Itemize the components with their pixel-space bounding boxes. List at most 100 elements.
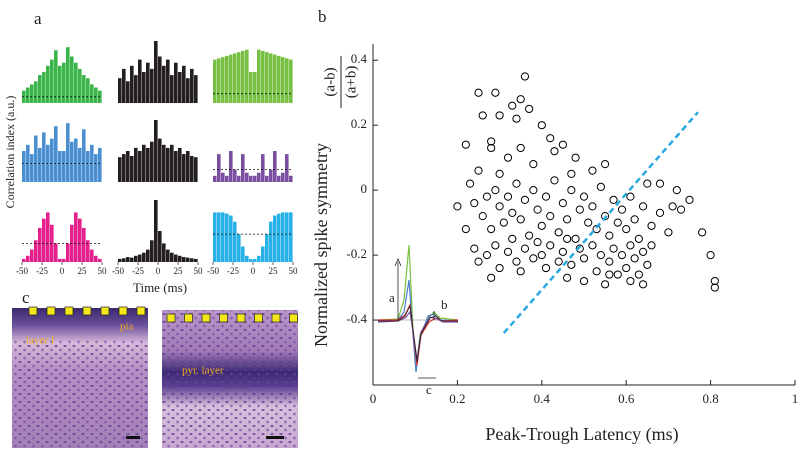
- data-point: [617, 250, 627, 260]
- histogram-bar: [94, 154, 98, 182]
- histogram-bar: [245, 255, 249, 262]
- data-point: [520, 195, 530, 204]
- data-point: [638, 247, 648, 256]
- histogram-bar: [70, 56, 74, 103]
- data-point: [630, 254, 639, 263]
- histogram-bar: [74, 62, 78, 103]
- data-point: [676, 205, 686, 214]
- histogram-bar: [62, 258, 66, 262]
- data-point: [512, 257, 521, 266]
- histogram-bar: [142, 144, 146, 182]
- histogram-bar: [166, 59, 170, 103]
- region-label: pia: [120, 321, 134, 333]
- histogram-bar: [257, 49, 261, 103]
- histogram-bar: [74, 212, 78, 262]
- data-point: [579, 192, 589, 201]
- histogram-bar: [94, 255, 98, 262]
- histogram-bar: [126, 257, 130, 262]
- histogram-bar: [126, 81, 130, 103]
- data-point: [491, 186, 500, 195]
- x-tick-label: -25: [132, 266, 144, 276]
- histogram-bar: [245, 49, 249, 103]
- image-texture: [162, 310, 298, 448]
- data-point: [563, 215, 572, 224]
- x-axis-label: Time (ms): [133, 280, 187, 295]
- histogram-bar: [54, 126, 58, 182]
- histogram-bar: [122, 258, 126, 262]
- histogram-bar: [118, 258, 122, 262]
- histogram-bar: [174, 151, 178, 182]
- histogram-bar: [289, 175, 293, 182]
- data-point: [491, 88, 500, 97]
- histogram-bar: [82, 75, 86, 103]
- histogram-bar: [118, 78, 122, 103]
- data-point: [487, 143, 496, 153]
- histogram-bar: [225, 175, 229, 182]
- data-point: [503, 153, 513, 162]
- data-point: [605, 257, 614, 266]
- histogram-bar: [261, 154, 265, 182]
- scale-bar: [126, 436, 140, 439]
- x-axis-label: Peak-Trough Latency (ms): [485, 424, 678, 445]
- x-tick-label: 0: [370, 391, 377, 406]
- data-point: [495, 263, 504, 273]
- histogram-bar: [182, 154, 186, 182]
- histogram-bar: [253, 175, 257, 182]
- data-point: [588, 166, 597, 175]
- data-point: [516, 95, 525, 104]
- histogram-bar: [138, 59, 142, 103]
- histogram-bar: [221, 212, 225, 262]
- histogram-bar: [38, 75, 42, 103]
- data-point: [575, 244, 584, 253]
- histogram-bar: [34, 240, 38, 262]
- histogram-bar: [158, 138, 162, 182]
- histogram-bar: [122, 68, 126, 103]
- histogram-bar: [134, 147, 138, 182]
- data-point: [685, 195, 694, 204]
- histogram-bar: [30, 249, 34, 262]
- histogram-bar: [178, 147, 182, 182]
- data-point: [567, 169, 576, 179]
- data-point: [592, 225, 601, 234]
- data-point: [634, 234, 643, 243]
- data-point: [601, 160, 610, 169]
- data-point: [584, 218, 593, 227]
- data-point: [698, 228, 707, 237]
- y-tick-label: -0.4: [346, 311, 367, 326]
- data-point: [516, 215, 525, 224]
- panel-label: b: [318, 7, 327, 26]
- histogram-bar: [281, 212, 285, 262]
- histogram-bar: [58, 151, 62, 182]
- histogram-bar: [289, 59, 293, 103]
- histogram-bar: [217, 212, 221, 262]
- data-point: [710, 276, 719, 286]
- histogram-bar: [186, 78, 190, 103]
- histogram-bar: [142, 252, 146, 262]
- histogram-bar: [150, 68, 154, 103]
- data-point: [613, 270, 622, 279]
- data-point: [487, 137, 496, 146]
- histogram-bar: [178, 72, 182, 103]
- histogram-bar: [154, 120, 158, 182]
- histogram-bar: [26, 255, 30, 262]
- histogram-bar: [138, 254, 142, 262]
- data-point: [495, 202, 504, 211]
- histogram-bar: [281, 172, 285, 182]
- x-tick-label: 0.4: [534, 391, 551, 406]
- electrode-square: [28, 306, 38, 316]
- histogram-bar: [285, 212, 289, 262]
- histogram-bar: [229, 215, 233, 262]
- data-point: [554, 228, 563, 237]
- x-tick-label: -25: [36, 266, 48, 276]
- histogram-bar: [233, 221, 237, 262]
- histogram-bar: [265, 175, 269, 182]
- histogram-bar: [241, 50, 245, 103]
- data-point: [571, 153, 580, 162]
- region-label: layer I: [26, 335, 55, 347]
- x-tick-label: -50: [112, 266, 124, 276]
- histogram-bar: [158, 231, 162, 262]
- x-tick-label: 1: [792, 391, 799, 406]
- data-point: [520, 72, 530, 81]
- electrode-square: [136, 306, 146, 316]
